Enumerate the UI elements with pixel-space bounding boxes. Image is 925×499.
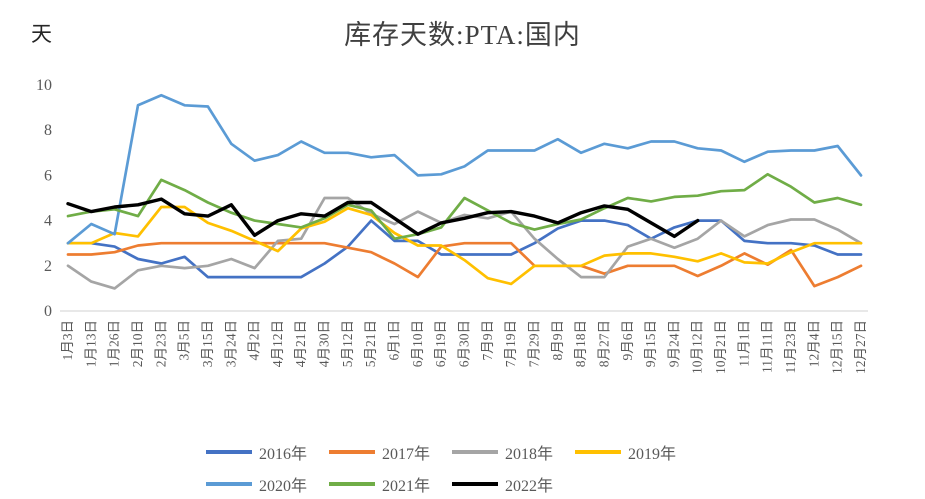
legend-marker-2021年 <box>329 482 375 486</box>
legend-item-2020年: 2020年 <box>206 472 329 496</box>
chart-title: 库存天数:PTA:国内 <box>344 20 581 50</box>
legend-marker-2019年 <box>575 450 621 454</box>
series-line-2022年 <box>66 197 700 239</box>
legend-label-2017年: 2017年 <box>382 446 431 463</box>
legend-marker-2020年 <box>206 482 252 486</box>
x-tick-label: 6月30日 <box>457 320 472 367</box>
x-tick-label: 8月27日 <box>596 320 611 367</box>
y-axis-unit-label: 天 <box>31 22 53 46</box>
series-line-2019年 <box>66 205 863 286</box>
series-line-2017年 <box>66 241 863 288</box>
legend-item-2017年: 2017年 <box>329 440 452 464</box>
legend-item-2019年: 2019年 <box>575 440 698 464</box>
y-tick-label: 0 <box>44 303 52 320</box>
x-tick-label: 11月1日 <box>736 320 751 367</box>
legend-row-2: 2020年 2021年 2022年 <box>206 468 766 499</box>
x-tick-label: 12月15日 <box>830 320 845 374</box>
y-tick-label: 4 <box>44 213 52 230</box>
x-tick-label: 1月26日 <box>107 320 122 367</box>
x-tick-label: 5月12日 <box>340 320 355 367</box>
y-tick-label: 2 <box>44 258 52 275</box>
legend-label-2021年: 2021年 <box>382 478 431 495</box>
x-tick-label: 4月30日 <box>317 320 332 367</box>
x-tick-label: 6月1日 <box>387 320 402 361</box>
legend-item-2018年: 2018年 <box>452 440 575 464</box>
x-tick-label: 3月5日 <box>177 320 192 361</box>
series-line-2020年 <box>66 93 863 245</box>
series-line-2021年 <box>66 172 863 241</box>
series-line-2018年 <box>66 196 863 290</box>
y-tick-label: 8 <box>44 122 52 139</box>
x-tick-label: 3月24日 <box>223 320 238 367</box>
x-tick-label: 10月12日 <box>690 320 705 374</box>
legend-label-2019年: 2019年 <box>628 446 677 463</box>
x-tick-label: 7月29日 <box>526 320 541 367</box>
x-tick-label: 11月11日 <box>760 320 775 373</box>
legend-item-2016年: 2016年 <box>206 440 329 464</box>
x-tick-label: 2月23日 <box>153 320 168 367</box>
chart-legend: 2016年 2017年 2018年 2019年 2020年 2021年 2022年 <box>206 436 766 499</box>
x-tick-label: 10月21日 <box>713 320 728 374</box>
x-tick-label: 8月9日 <box>550 320 565 361</box>
x-tick-label: 1月13日 <box>83 320 98 367</box>
legend-marker-2016年 <box>206 450 252 454</box>
legend-marker-2018年 <box>452 450 498 454</box>
x-tick-label: 12月27日 <box>853 320 868 374</box>
x-tick-label: 5月21日 <box>363 320 378 367</box>
y-tick-label: 6 <box>44 167 52 184</box>
x-tick-label: 8月18日 <box>573 320 588 367</box>
legend-label-2016年: 2016年 <box>259 446 308 463</box>
legend-item-2022年: 2022年 <box>452 472 575 496</box>
x-tick-label: 7月9日 <box>480 320 495 361</box>
legend-row-1: 2016年 2017年 2018年 2019年 <box>206 436 766 468</box>
x-tick-label: 9月15日 <box>643 320 658 367</box>
legend-label-2018年: 2018年 <box>505 446 554 463</box>
x-tick-label: 4月12日 <box>270 320 285 367</box>
legend-label-2020年: 2020年 <box>259 478 308 495</box>
legend-marker-2022年 <box>452 482 498 486</box>
legend-label-2022年: 2022年 <box>505 478 554 495</box>
x-tick-label: 4月21日 <box>293 320 308 367</box>
x-tick-label: 11月23日 <box>783 320 798 374</box>
x-tick-label: 9月6日 <box>620 320 635 361</box>
x-tick-label: 1月3日 <box>60 320 75 361</box>
x-tick-label: 3月15日 <box>200 320 215 367</box>
x-tick-label: 12月4日 <box>806 320 821 367</box>
x-tick-label: 6月19日 <box>433 320 448 367</box>
y-tick-label: 10 <box>36 77 52 94</box>
legend-marker-2017年 <box>329 450 375 454</box>
x-tick-label: 2月10日 <box>130 320 145 367</box>
legend-item-2021年: 2021年 <box>329 472 452 496</box>
x-tick-label: 7月19日 <box>503 320 518 367</box>
x-tick-label: 6月10日 <box>410 320 425 367</box>
x-tick-label: 9月24日 <box>666 320 681 367</box>
x-tick-label: 4月2日 <box>247 320 262 361</box>
